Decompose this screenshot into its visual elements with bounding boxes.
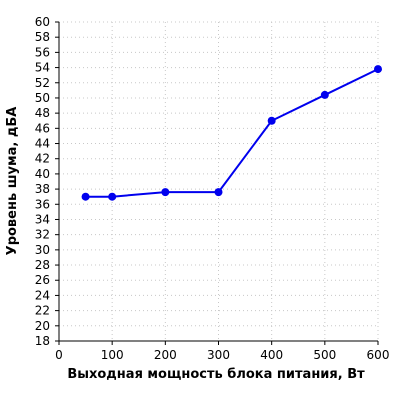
x-tick-label: 200 [154,348,177,362]
data-point [161,188,170,197]
y-tick-label: 42 [35,152,50,166]
x-axis-label: Выходная мощность блока питания, Вт [67,367,365,382]
y-axis-label: Уровень шума, дБА [5,107,20,256]
axes [58,22,378,342]
y-tick-label: 30 [35,243,50,257]
x-tick-label: 300 [207,348,230,362]
series [81,65,382,201]
data-point [81,192,90,201]
x-tick-label: 600 [367,348,390,362]
y-tick-label: 52 [35,76,50,90]
y-tick-label: 36 [35,197,50,211]
grid [59,21,379,341]
y-tick-label: 38 [35,182,50,196]
series-line [85,68,379,198]
y-tick-label: 46 [35,121,50,135]
y-tick-label: 54 [35,61,50,75]
data-point [214,188,223,197]
y-tick-label: 58 [35,30,50,44]
y-tick-label: 34 [35,212,50,226]
data-point [108,192,117,201]
y-tick-label: 48 [35,106,50,120]
x-tick-label: 0 [55,348,63,362]
x-tick-label: 100 [101,348,124,362]
y-tick-label: 28 [35,258,50,272]
x-tick-label: 400 [260,348,283,362]
y-tick-label: 22 [35,304,50,318]
y-tick-label: 56 [35,45,50,59]
y-tick-label: 18 [35,334,50,348]
y-tick-label: 40 [35,167,50,181]
y-tick-label: 32 [35,228,50,242]
data-point [267,116,276,125]
x-tick-label: 500 [313,348,336,362]
data-point [320,90,329,99]
x-axis-ticks: 0 100 200 300 400 500 600 [55,341,389,362]
y-tick-label: 60 [35,15,50,29]
data-point [374,65,382,74]
y-tick-label: 50 [35,91,50,105]
y-tick-label: 44 [35,137,50,151]
y-tick-label: 26 [35,273,50,287]
y-tick-label: 20 [35,319,50,333]
y-tick-label: 24 [35,288,50,302]
